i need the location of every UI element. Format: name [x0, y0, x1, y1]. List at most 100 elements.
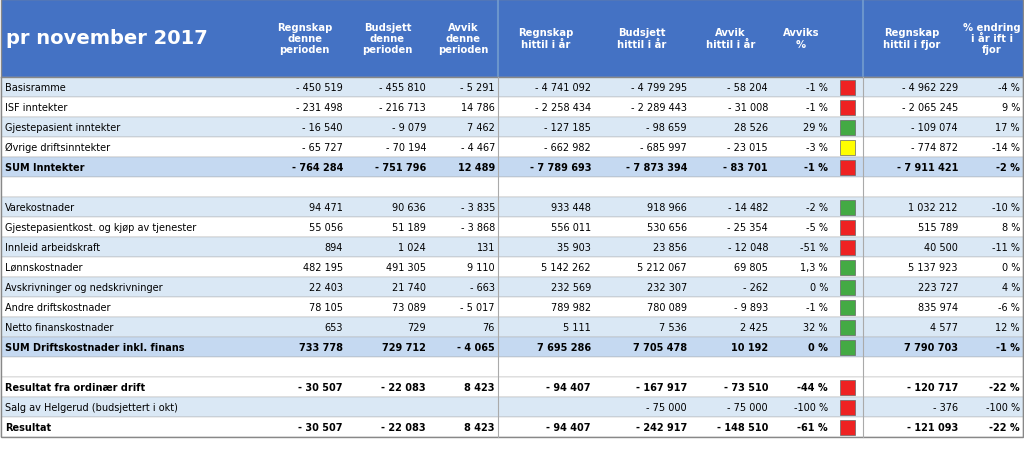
Bar — [1, 138, 1023, 158]
Text: - 262: - 262 — [742, 282, 768, 292]
Text: 55 056: 55 056 — [309, 223, 343, 232]
Text: - 685 997: - 685 997 — [640, 143, 687, 153]
Bar — [1, 297, 1023, 317]
Text: Budsjett: Budsjett — [364, 23, 412, 33]
Text: 9 %: 9 % — [1001, 103, 1020, 113]
Text: - 94 407: - 94 407 — [547, 422, 591, 432]
Text: - 3 868: - 3 868 — [461, 223, 495, 232]
Text: %: % — [796, 39, 806, 50]
Text: - 3 835: - 3 835 — [461, 202, 495, 213]
Text: - 75 000: - 75 000 — [646, 402, 687, 412]
Bar — [840, 80, 854, 95]
Text: 482 195: 482 195 — [303, 263, 343, 272]
Text: 9 110: 9 110 — [467, 263, 495, 272]
Text: - 23 015: - 23 015 — [727, 143, 768, 153]
Bar — [1, 377, 1023, 397]
Text: - 25 354: - 25 354 — [727, 223, 768, 232]
Text: Regnskap: Regnskap — [276, 23, 332, 33]
Text: Gjestepasient inntekter: Gjestepasient inntekter — [5, 123, 120, 133]
Text: 73 089: 73 089 — [392, 302, 426, 313]
Text: -1 %: -1 % — [806, 83, 828, 93]
Text: -44 %: -44 % — [798, 382, 828, 392]
Text: - 73 510: - 73 510 — [724, 382, 768, 392]
Text: 232 569: 232 569 — [551, 282, 591, 292]
Text: - 148 510: - 148 510 — [717, 422, 768, 432]
Bar — [840, 120, 854, 135]
Text: perioden: perioden — [280, 45, 330, 55]
Text: 7 695 286: 7 695 286 — [537, 342, 591, 352]
Text: 0 %: 0 % — [808, 342, 828, 352]
Text: - 83 701: - 83 701 — [723, 163, 768, 173]
Bar — [1, 238, 1023, 257]
Text: - 216 713: - 216 713 — [379, 103, 426, 113]
Bar — [840, 380, 854, 394]
Text: 0 %: 0 % — [1001, 263, 1020, 272]
Bar — [840, 140, 854, 155]
Text: -22 %: -22 % — [989, 422, 1020, 432]
Bar — [840, 400, 854, 414]
Text: 232 307: 232 307 — [647, 282, 687, 292]
Text: Netto finanskostnader: Netto finanskostnader — [5, 322, 114, 332]
Text: 22 403: 22 403 — [309, 282, 343, 292]
Text: 530 656: 530 656 — [647, 223, 687, 232]
Text: - 450 519: - 450 519 — [296, 83, 343, 93]
Text: perioden: perioden — [438, 45, 488, 55]
Text: - 30 507: - 30 507 — [299, 422, 343, 432]
Text: % endring: % endring — [964, 23, 1021, 33]
Text: - 242 917: - 242 917 — [636, 422, 687, 432]
Text: - 774 872: - 774 872 — [911, 143, 958, 153]
Bar — [840, 419, 854, 435]
Text: - 376: - 376 — [933, 402, 958, 412]
Text: 94 471: 94 471 — [309, 202, 343, 213]
Text: -1 %: -1 % — [804, 163, 828, 173]
Text: - 2 258 434: - 2 258 434 — [535, 103, 591, 113]
Text: 491 305: 491 305 — [386, 263, 426, 272]
Text: 8 423: 8 423 — [465, 382, 495, 392]
Text: 12 %: 12 % — [995, 322, 1020, 332]
Bar — [1, 417, 1023, 437]
Text: - 5 017: - 5 017 — [461, 302, 495, 313]
Text: 76: 76 — [482, 322, 495, 332]
Text: Avvik: Avvik — [715, 28, 745, 38]
Bar — [1, 397, 1023, 417]
Text: 32 %: 32 % — [804, 322, 828, 332]
Text: 1 032 212: 1 032 212 — [908, 202, 958, 213]
Text: 729 712: 729 712 — [382, 342, 426, 352]
Text: -2 %: -2 % — [806, 202, 828, 213]
Text: 51 189: 51 189 — [392, 223, 426, 232]
Text: -6 %: -6 % — [998, 302, 1020, 313]
Text: pr november 2017: pr november 2017 — [6, 30, 208, 49]
Text: - 7 911 421: - 7 911 421 — [897, 163, 958, 173]
Text: - 75 000: - 75 000 — [727, 402, 768, 412]
Text: 733 778: 733 778 — [299, 342, 343, 352]
Text: - 94 407: - 94 407 — [547, 382, 591, 392]
Text: 515 789: 515 789 — [918, 223, 958, 232]
Text: 2 425: 2 425 — [740, 322, 768, 332]
Bar — [1, 118, 1023, 138]
Bar — [840, 160, 854, 175]
Text: hittil i år: hittil i år — [521, 39, 570, 50]
Text: 1,3 %: 1,3 % — [801, 263, 828, 272]
Text: - 7 789 693: - 7 789 693 — [529, 163, 591, 173]
Text: - 14 482: - 14 482 — [727, 202, 768, 213]
Text: Gjestepasientkost. og kjøp av tjenester: Gjestepasientkost. og kjøp av tjenester — [5, 223, 197, 232]
Text: -100 %: -100 % — [986, 402, 1020, 412]
Text: 729: 729 — [408, 322, 426, 332]
Text: Budsjett: Budsjett — [618, 28, 666, 38]
Text: ISF inntekter: ISF inntekter — [5, 103, 68, 113]
Text: Andre driftskostnader: Andre driftskostnader — [5, 302, 111, 313]
Text: - 4 799 295: - 4 799 295 — [631, 83, 687, 93]
Text: -14 %: -14 % — [992, 143, 1020, 153]
Text: 17 %: 17 % — [995, 123, 1020, 133]
Bar — [1, 337, 1023, 357]
Text: hittil i fjor: hittil i fjor — [884, 39, 941, 50]
Bar — [1, 98, 1023, 118]
Text: SUM Driftskostnader inkl. finans: SUM Driftskostnader inkl. finans — [5, 342, 184, 352]
Text: -61 %: -61 % — [798, 422, 828, 432]
Text: - 109 074: - 109 074 — [911, 123, 958, 133]
Text: -22 %: -22 % — [989, 382, 1020, 392]
Bar — [1, 277, 1023, 297]
Text: 5 137 923: 5 137 923 — [908, 263, 958, 272]
Text: 918 966: 918 966 — [647, 202, 687, 213]
Bar — [1, 158, 1023, 178]
